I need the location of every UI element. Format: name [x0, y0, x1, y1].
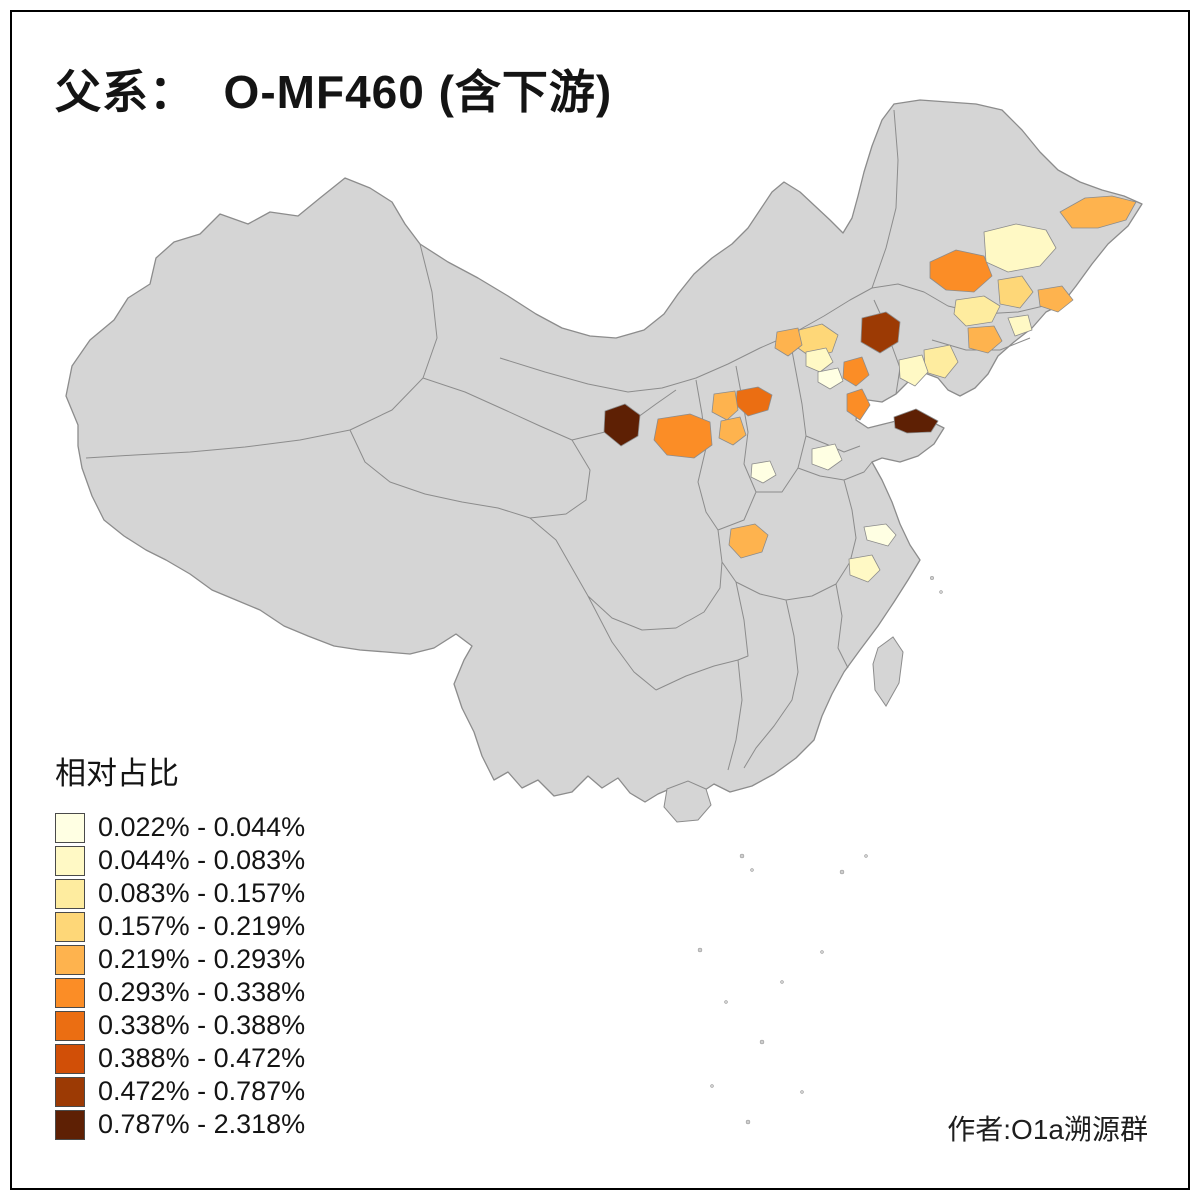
map-region — [967, 325, 1003, 354]
taiwan-island — [872, 636, 904, 707]
map-region — [1037, 285, 1074, 313]
map-region — [848, 554, 881, 583]
legend-label: 0.787% - 2.318% — [98, 1109, 306, 1139]
legend-swatch — [55, 911, 85, 942]
attribution-text: 作者:O1a溯源群 — [947, 1114, 1148, 1145]
legend-item: 0.472% - 0.787% — [55, 1075, 305, 1108]
legend-item: 0.083% - 0.157% — [55, 877, 305, 910]
map-region — [863, 523, 897, 547]
map-region — [929, 249, 993, 293]
map-region — [653, 413, 713, 459]
legend-label: 0.219% - 0.293% — [98, 944, 306, 974]
legend-swatch — [55, 1010, 85, 1041]
legend-label: 0.157% - 0.219% — [98, 911, 306, 941]
choropleth-regions — [603, 195, 1137, 583]
map-region — [817, 367, 844, 390]
legend-label: 0.022% - 0.044% — [98, 812, 306, 842]
legend-label: 0.044% - 0.083% — [98, 845, 306, 875]
map-region — [718, 416, 747, 446]
legend-swatch — [55, 977, 85, 1008]
map-region — [893, 408, 939, 434]
map-region — [728, 523, 769, 559]
legend-swatch — [55, 878, 85, 909]
map-region — [846, 388, 871, 421]
page-title: 父系： O-MF460 (含下游) — [55, 66, 613, 118]
legend: 相对占比 0.022% - 0.044% 0.044% - 0.083% 0.0… — [55, 748, 305, 1141]
legend-swatch — [55, 1043, 85, 1074]
map-region — [898, 354, 929, 387]
legend-item: 0.787% - 2.318% — [55, 1108, 305, 1141]
map-region — [1059, 195, 1137, 229]
legend-label: 0.338% - 0.388% — [98, 1010, 306, 1040]
legend-label: 0.472% - 0.787% — [98, 1076, 306, 1106]
map-region — [805, 347, 834, 373]
legend-label: 0.293% - 0.338% — [98, 977, 306, 1007]
map-region — [750, 460, 777, 484]
legend-label: 0.388% - 0.472% — [98, 1043, 306, 1073]
map-region — [774, 327, 803, 357]
legend-swatch — [55, 812, 85, 843]
legend-item: 0.338% - 0.388% — [55, 1009, 305, 1042]
map-region — [983, 223, 1057, 273]
map-region — [953, 295, 1001, 327]
map-region — [711, 390, 739, 421]
map-region — [842, 356, 870, 387]
map-region — [603, 403, 641, 447]
map-region — [811, 443, 843, 471]
legend-item: 0.044% - 0.083% — [55, 844, 305, 877]
legend-item: 0.157% - 0.219% — [55, 910, 305, 943]
legend-item: 0.388% - 0.472% — [55, 1042, 305, 1075]
legend-item: 0.219% - 0.293% — [55, 943, 305, 976]
map-region — [860, 311, 901, 354]
china-landmass — [65, 99, 1143, 803]
legend-swatch — [55, 845, 85, 876]
legend-label: 0.083% - 0.157% — [98, 878, 306, 908]
legend-item: 0.293% - 0.338% — [55, 976, 305, 1009]
legend-swatch — [55, 1076, 85, 1107]
legend-swatch — [55, 944, 85, 975]
legend-title: 相对占比 — [55, 756, 179, 791]
south-china-sea-islands — [697, 575, 943, 1125]
legend-swatch — [55, 1109, 85, 1140]
map-region — [997, 275, 1034, 309]
legend-item: 0.022% - 0.044% — [55, 811, 305, 844]
map-region — [1007, 314, 1033, 337]
hainan-island — [663, 780, 712, 823]
